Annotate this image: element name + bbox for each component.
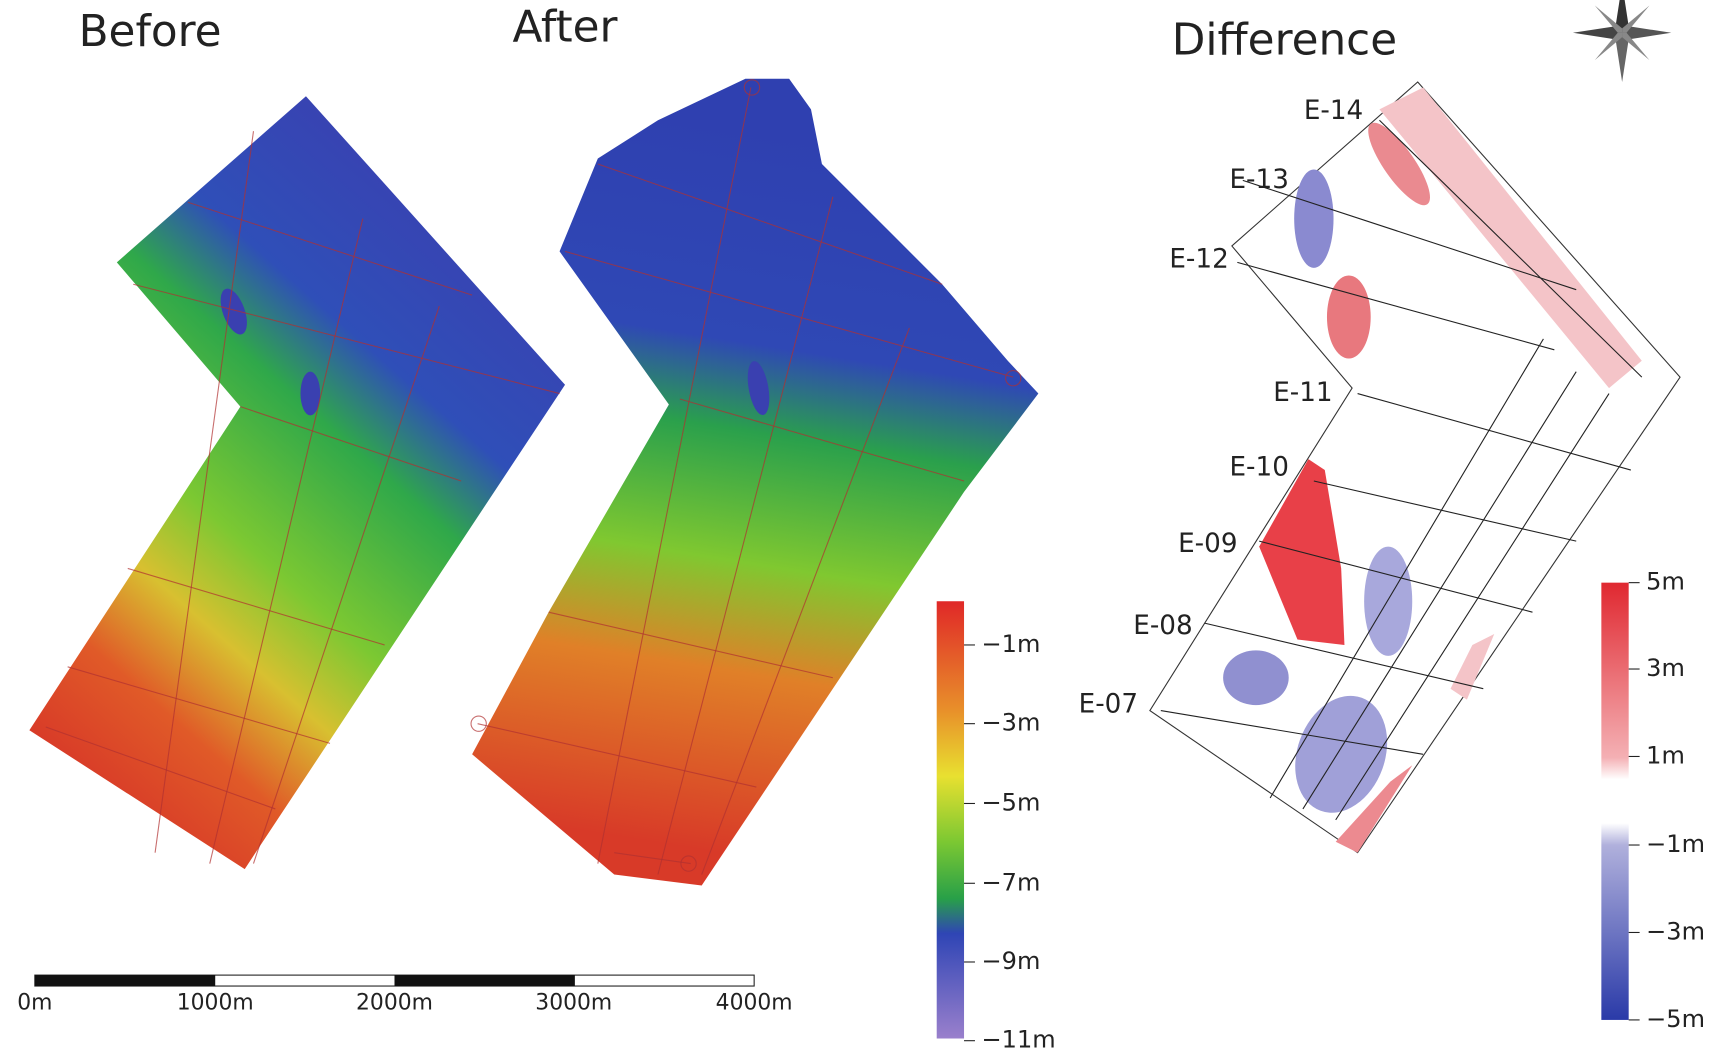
- survey-line-label: E-07: [1079, 690, 1138, 720]
- panel-title: Before: [79, 6, 222, 57]
- colorbar-label: −9m: [982, 947, 1041, 975]
- survey-line-label: E-13: [1229, 165, 1288, 195]
- scale-label: 2000m: [356, 991, 433, 1016]
- scale-label: 0m: [17, 991, 52, 1016]
- colorbar-label: −1m: [1646, 830, 1705, 858]
- scale-label: 3000m: [535, 991, 612, 1016]
- scale-bar: [34, 974, 755, 987]
- colorbar-label: 1m: [1646, 741, 1685, 769]
- survey-line-label: E-14: [1304, 96, 1363, 126]
- colorbar-label: −1m: [982, 630, 1041, 658]
- colorbar-label: −7m: [982, 868, 1041, 896]
- survey-line-label: E-10: [1229, 452, 1288, 482]
- depth-colorbar: [936, 601, 965, 1039]
- survey-line-label: E-08: [1133, 611, 1192, 641]
- colorbar-label: −3m: [982, 709, 1041, 737]
- colorbar-label: 5m: [1646, 568, 1685, 596]
- colorbar-label: −5m: [982, 788, 1041, 816]
- difference-colorbar: [1601, 582, 1629, 1020]
- colorbar-label: −5m: [1646, 1005, 1705, 1033]
- colorbar-label: −3m: [1646, 917, 1705, 945]
- difference-map: [1149, 81, 1681, 854]
- colorbar-label: 3m: [1646, 654, 1685, 682]
- after-map: [470, 78, 1039, 886]
- panel-title: After: [513, 2, 618, 53]
- survey-line-label: E-11: [1273, 378, 1332, 408]
- colorbar-label: −11m: [982, 1026, 1056, 1054]
- panel-title: Difference: [1172, 15, 1397, 66]
- scale-label: 1000m: [177, 991, 254, 1016]
- before-map: [29, 96, 566, 870]
- survey-line-label: E-09: [1178, 529, 1237, 559]
- scale-label: 4000m: [716, 991, 793, 1016]
- survey-line-label: E-12: [1169, 245, 1228, 275]
- compass: [1572, 0, 1672, 82]
